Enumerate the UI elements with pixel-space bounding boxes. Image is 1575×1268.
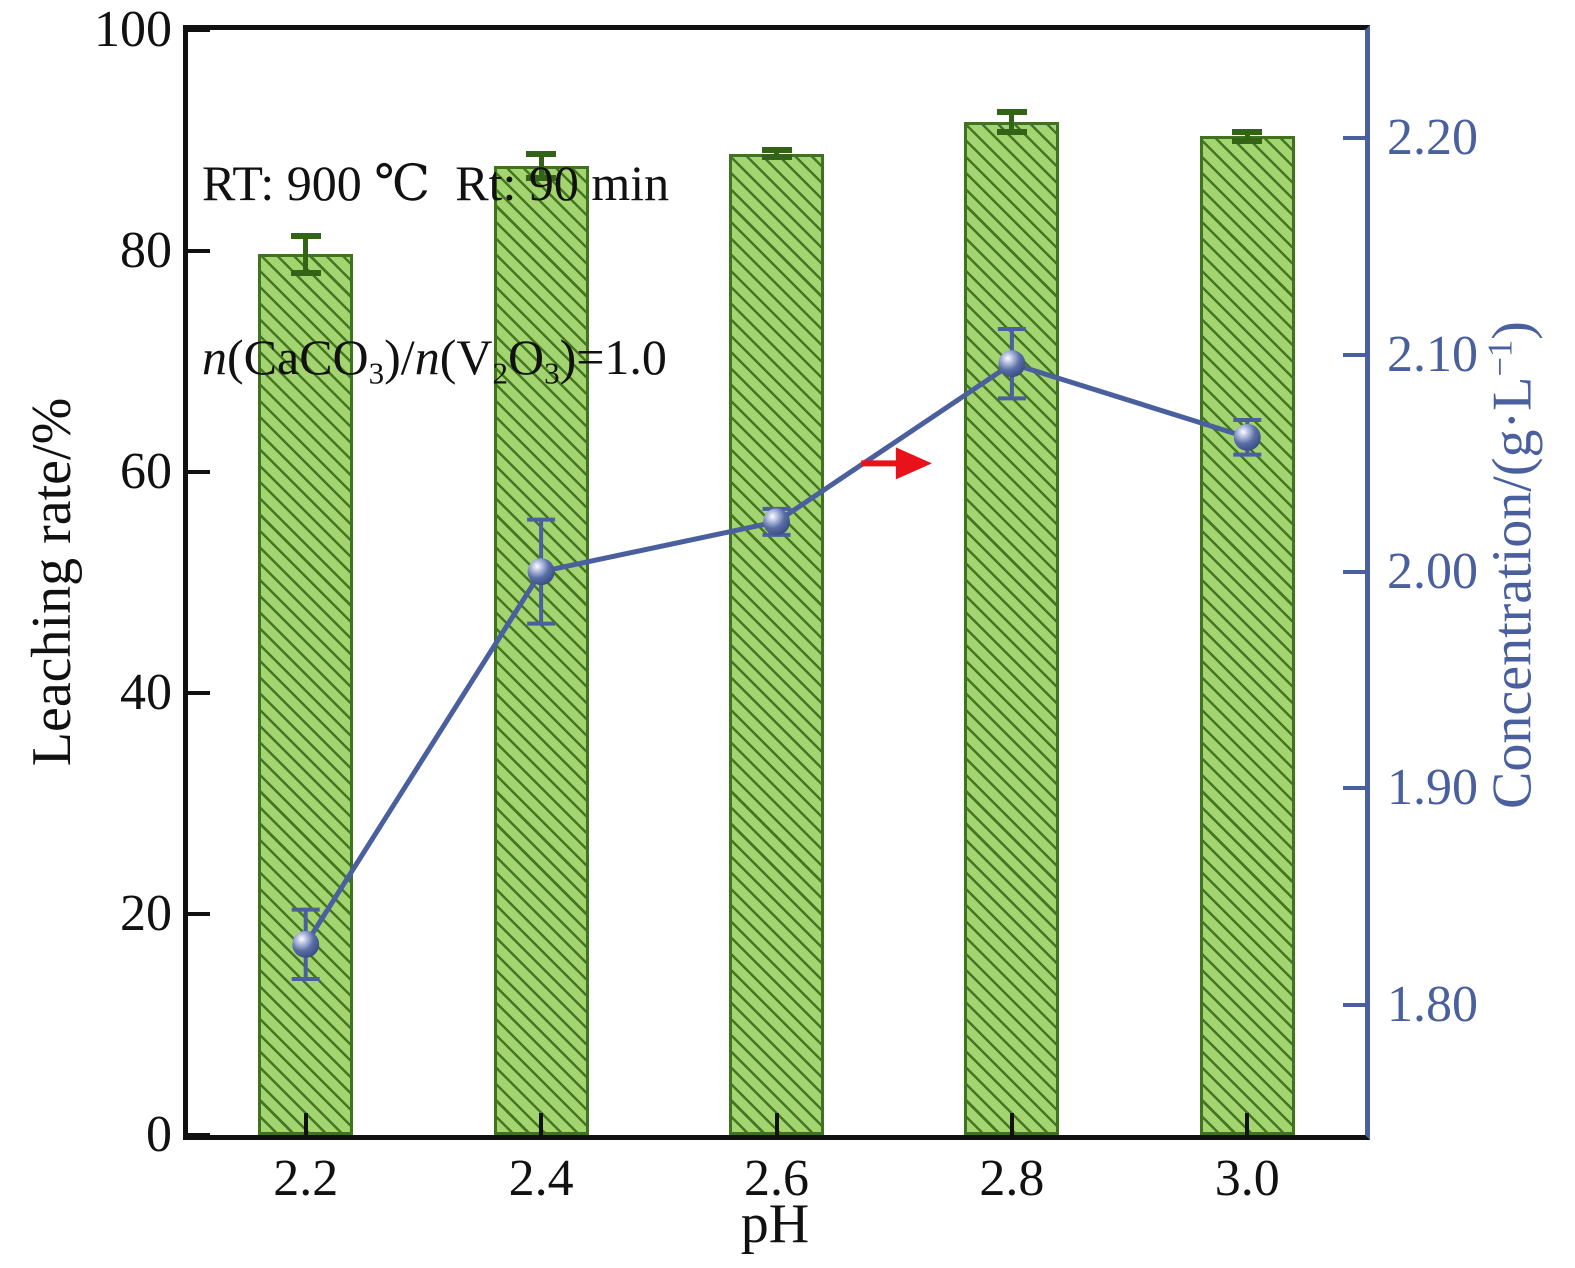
x-axis-title: pH xyxy=(740,1193,810,1255)
bar-error-cap-bottom xyxy=(290,270,321,277)
bar-error-stem xyxy=(774,150,779,158)
left-axis-title: Leaching rate/% xyxy=(21,397,83,767)
right-axis-tick xyxy=(1343,353,1365,357)
data-point-sphere xyxy=(527,558,555,586)
left-axis-tick-label: 100 xyxy=(94,1,172,58)
bar-ph-2.6 xyxy=(729,153,824,1135)
left-axis-tick xyxy=(188,691,210,695)
left-axis-tick xyxy=(188,1133,210,1137)
line-series-overlay xyxy=(291,327,1262,981)
bar-error-cap-top xyxy=(996,108,1027,115)
x-axis-tick xyxy=(303,1113,308,1135)
text-segment: Concentration/(g·L xyxy=(1481,376,1544,809)
right-axis-tick xyxy=(1343,136,1365,141)
text-segment: (CaCO xyxy=(227,329,369,385)
condition-annotation: RT: 900 ℃ Rt: 90 min n(CaCO3)/n(V2O3)=1.… xyxy=(202,38,669,518)
x-axis-tick-label: 3.0 xyxy=(1214,1150,1280,1207)
x-axis-tick xyxy=(1245,1113,1250,1135)
data-point-sphere xyxy=(763,508,790,536)
bar-error-cap-bottom xyxy=(1232,137,1263,144)
text-segment: )=1.0 xyxy=(559,329,667,385)
annotation-line-2: n(CaCO3)/n(V2O3)=1.0 xyxy=(202,328,669,402)
bar-error-cap-top xyxy=(526,150,557,157)
left-axis-tick-label: 40 xyxy=(120,664,172,721)
bar-error-cap-bottom xyxy=(526,175,557,182)
x-axis-tick-label: 2.6 xyxy=(744,1150,809,1207)
text-segment: n xyxy=(202,329,227,385)
text-segment: )/ xyxy=(384,329,415,385)
text-segment: n xyxy=(414,329,440,385)
right-axis-tick xyxy=(1343,1003,1365,1007)
arrow-head-right-icon xyxy=(895,447,932,480)
right-axis-tick xyxy=(1343,569,1365,574)
subscript-text: 2 xyxy=(492,355,508,391)
bar-ph-2.4 xyxy=(493,165,589,1135)
x-axis-tick xyxy=(1009,1113,1014,1135)
left-axis-tick-label: 80 xyxy=(120,222,172,279)
bar-ph-2.2 xyxy=(258,254,354,1135)
bar-error-stem xyxy=(303,235,309,274)
right-axis-tick-label: 2.10 xyxy=(1387,326,1478,383)
right-axis-tick-label: 1.90 xyxy=(1387,759,1478,817)
subscript-text: 3 xyxy=(544,355,560,391)
bar-error-cap-top xyxy=(1232,128,1263,135)
right-axis-tick-label: 1.80 xyxy=(1387,976,1478,1033)
x-axis-tick xyxy=(539,1113,544,1135)
annotation-line-1: RT: 900 ℃ Rt: 90 min xyxy=(202,155,670,211)
bar-error-cap-bottom xyxy=(761,154,792,161)
bar-error-cap-bottom xyxy=(996,128,1027,135)
right-axis-title: Concentration/(g·L−1) xyxy=(1480,321,1543,809)
bar-error-stem xyxy=(1244,131,1250,141)
left-axis-tick-label: 20 xyxy=(120,885,172,942)
text-segment: ) xyxy=(1481,321,1544,340)
plot-area: RT: 900 ℃ Rt: 90 min n(CaCO3)/n(V2O3)=1.… xyxy=(94,4,1478,1205)
bar-error-stem xyxy=(1009,111,1015,132)
left-axis-tick xyxy=(188,470,210,474)
right-axis-tick xyxy=(1343,786,1365,791)
x-axis-tick xyxy=(774,1113,779,1135)
data-point-sphere xyxy=(292,930,320,958)
bar-error-cap-top xyxy=(290,232,321,239)
subscript-text: 3 xyxy=(368,355,385,391)
x-axis-tick-label: 2.8 xyxy=(979,1150,1045,1207)
left-axis-tick xyxy=(188,249,210,253)
right-axis-tick-label: 2.00 xyxy=(1387,542,1478,600)
bar-error-cap-top xyxy=(761,147,792,154)
bar-ph-3 xyxy=(1199,136,1295,1135)
bar-error-stem xyxy=(538,153,544,179)
left-axis-tick xyxy=(188,28,210,32)
left-axis-tick-label: 0 xyxy=(146,1106,172,1163)
concentration-line xyxy=(303,361,1249,946)
text-segment: O xyxy=(507,329,545,385)
left-axis-tick-label: 60 xyxy=(120,443,172,500)
x-axis-tick-label: 2.4 xyxy=(508,1150,574,1207)
right-axis-tick-label: 2.20 xyxy=(1387,109,1478,167)
bar-ph-2.8 xyxy=(964,121,1060,1135)
x-axis-tick-label: 2.2 xyxy=(273,1150,339,1207)
text-segment: (V xyxy=(439,329,493,385)
data-point-sphere xyxy=(1233,423,1261,451)
left-axis-tick xyxy=(188,912,210,916)
superscript-text: −1 xyxy=(1480,339,1520,377)
data-point-sphere xyxy=(998,350,1026,378)
